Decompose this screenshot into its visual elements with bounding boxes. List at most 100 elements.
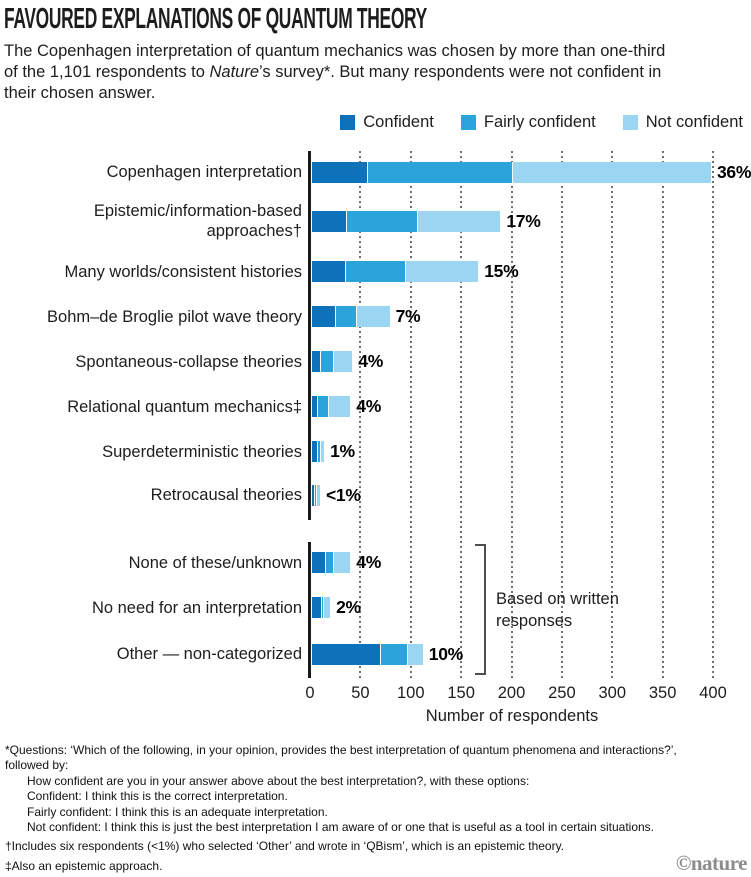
nature-credit: ©nature	[675, 851, 748, 875]
category-label: Copenhagen interpretation	[4, 151, 302, 193]
gridline-200	[510, 151, 513, 678]
category-label: Other — non-categorized	[4, 630, 302, 678]
legend-label: Not confident	[645, 113, 743, 131]
percent-label: 4%	[358, 351, 383, 371]
category-label-line: Bohm–de Broglie pilot wave theory	[47, 307, 302, 326]
bar-row: 4%	[312, 351, 383, 372]
bar-segment-fairly-confident	[346, 210, 417, 232]
x-tick-label-150: 150	[447, 684, 475, 702]
percent-label: 1%	[330, 441, 355, 461]
subtitle-text-post: ’s survey*. But many respondents were no…	[4, 63, 662, 102]
bar-segment-not-confident	[512, 161, 711, 183]
footnote-line: Confident: I think this is the correct i…	[27, 789, 288, 804]
bar-row: 10%	[312, 643, 463, 665]
bar-segment-fairly-confident	[379, 643, 407, 665]
category-label-line: Epistemic/information-based	[93, 202, 302, 220]
category-label-line: Retrocausal theories	[150, 486, 302, 504]
bar-segment-confident	[312, 306, 336, 327]
category-label-line: approaches†	[206, 222, 302, 240]
y-axis-segment-2	[308, 542, 311, 678]
bar-segment-not-confident	[406, 643, 423, 665]
bar-row: 17%	[312, 210, 541, 232]
chart-legend: Confident Fairly confident Not confident	[4, 113, 743, 132]
group-bracket	[475, 544, 486, 675]
category-label-line: Superdeterministic theories	[102, 442, 302, 461]
gridline-350	[661, 151, 664, 678]
category-label-line: Other — non-categorized	[116, 645, 302, 663]
stacked-bar-chart: Copenhagen interpretation 36% Epistemic/in…	[4, 151, 751, 678]
group-annotation: Based on written responses	[496, 590, 619, 630]
category-label: Superdeterministic theories	[4, 429, 302, 474]
x-tick-label-50: 50	[351, 684, 370, 702]
footnote-line: Fairly confident: I think this is an ade…	[27, 804, 328, 819]
bar-segment-not-confident	[356, 306, 390, 327]
footnote-line: How confident are you in your answer abo…	[27, 773, 530, 788]
footnote-line: *Questions: ‘Which of the following, in …	[5, 743, 677, 757]
bar-segment-confident	[312, 441, 318, 462]
percent-label: 15%	[484, 261, 519, 281]
bar-segment-not-confident	[323, 597, 331, 618]
subtitle-italic-nature: Nature	[209, 63, 260, 81]
category-label-line: None of these/unknown	[128, 553, 302, 572]
x-tick-label-300: 300	[598, 684, 627, 702]
category-label-line: Spontaneous-collapse theories	[75, 352, 302, 371]
bar-segment-confident	[312, 261, 346, 282]
bar-segment-confident	[312, 396, 318, 417]
gridline-100	[409, 151, 412, 678]
bar-segment-confident	[312, 597, 322, 618]
footnote-line: ‡Also an epistemic approach.	[5, 858, 163, 873]
percent-label: 4%	[356, 396, 381, 416]
subtitle-text: The Copenhagen interpretation of quantum…	[4, 42, 666, 81]
gridline-150	[460, 151, 463, 678]
footnote-line: Not confident: I think this is just the …	[27, 820, 654, 835]
percent-label: 4%	[356, 552, 381, 572]
bar-segment-not-confident	[328, 396, 351, 417]
bar-segment-not-confident	[416, 210, 501, 232]
percent-label: 17%	[506, 210, 541, 231]
bar-segment-confident	[312, 552, 326, 573]
bar-row: 15%	[312, 261, 519, 282]
category-label-line: Relational quantum mechanics‡	[67, 397, 302, 416]
category-label-line: No need for an interpretation	[91, 598, 302, 617]
bar-segment-confident	[312, 643, 380, 665]
bar-segment-not-confident	[316, 484, 321, 506]
bar-row: 36%	[312, 161, 751, 183]
bar-segment-fairly-confident	[314, 484, 316, 506]
bar-segment-not-confident	[404, 261, 479, 282]
bar-row: 4%	[312, 552, 381, 573]
category-label: Epistemic/information-based approaches†	[4, 193, 302, 249]
category-label: Retrocausal theories	[4, 474, 302, 516]
legend-item-not-confident: Not confident	[622, 113, 743, 132]
bar-segment-not-confident	[333, 552, 351, 573]
category-label: Bohm–de Broglie pilot wave theory	[4, 294, 302, 339]
bar-segment-fairly-confident	[325, 552, 334, 573]
footnotes: *Questions: ‘Which of the following, in …	[4, 743, 751, 874]
percent-label: 7%	[395, 306, 421, 326]
x-axis-label: Number of respondents	[425, 707, 599, 725]
bar-row: 4%	[312, 396, 381, 417]
category-label: Many worlds/consistent histories	[4, 249, 302, 294]
legend-item-fairly-confident: Fairly confident	[460, 113, 596, 132]
bar-segment-fairly-confident	[335, 306, 357, 327]
bar-segment-not-confident	[320, 441, 325, 462]
bar-segment-confident	[312, 161, 368, 183]
gridline-50	[359, 151, 362, 678]
percent-label: 2%	[336, 597, 361, 617]
x-tick-label-400: 400	[699, 684, 727, 702]
legend-swatch-not-confident	[622, 115, 638, 130]
bar-segment-fairly-confident	[317, 441, 321, 462]
bar-segment-fairly-confident	[367, 161, 513, 183]
bar-row: 2%	[312, 597, 361, 618]
figure-title: FAVOURED EXPLANATIONS OF QUANTUM THEORY	[4, 3, 427, 35]
percent-label: 36%	[716, 161, 751, 182]
bar-segment-fairly-confident	[317, 396, 329, 417]
category-label: Relational quantum mechanics‡	[4, 384, 302, 429]
footnote-line: †Includes six respondents (<1%) who sele…	[5, 839, 565, 854]
footnote-line: followed by:	[5, 758, 69, 773]
x-tick-label-0: 0	[305, 684, 315, 702]
x-tick-label-250: 250	[548, 684, 576, 702]
legend-item-confident: Confident	[340, 113, 434, 132]
bar-segment-fairly-confident	[345, 261, 405, 282]
bar-segment-confident	[312, 351, 321, 372]
